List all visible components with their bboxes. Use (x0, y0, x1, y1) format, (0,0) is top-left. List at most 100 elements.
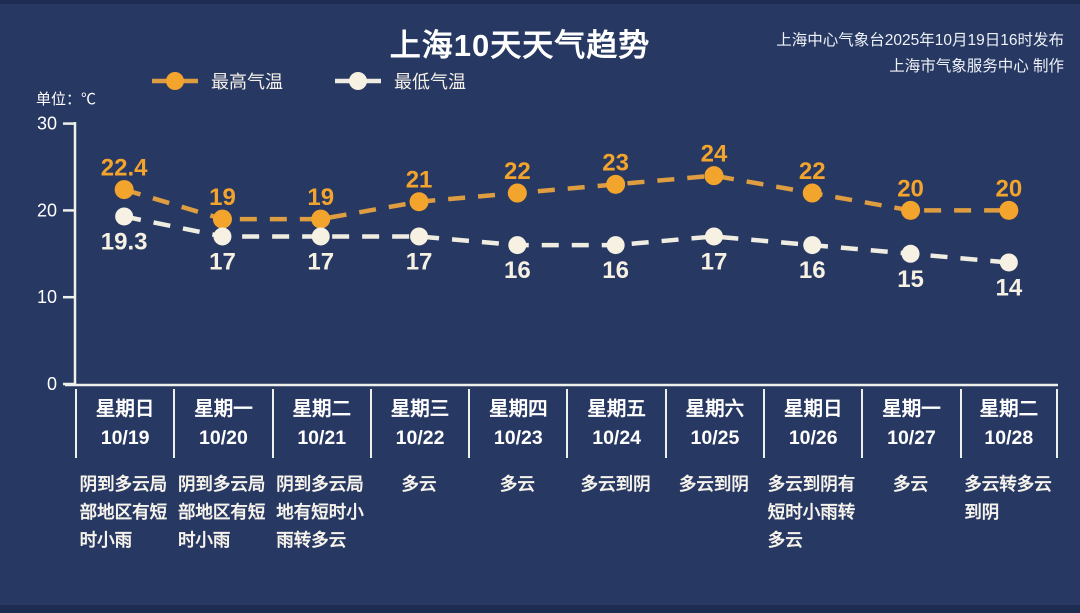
high-temp-value-label: 21 (406, 167, 433, 194)
low-temp-point (606, 236, 625, 255)
high-temp-value-label: 24 (701, 141, 728, 168)
low-temp-value-label: 15 (897, 266, 924, 293)
y-axis-tick-label: 20 (37, 200, 57, 220)
day-weather: 多云到阴有短时小雨转多云 (763, 470, 861, 554)
high-temp-point (114, 180, 134, 200)
day-weekday: 星期四 (489, 398, 548, 420)
high-temp-point (999, 200, 1019, 220)
high-temp-value-label: 20 (897, 175, 924, 202)
day-header: 星期日 10/26 (763, 389, 861, 458)
low-temp-point (410, 227, 429, 246)
day-header: 星期日 10/19 (75, 389, 173, 458)
day-column: 星期日 10/26 多云到阴有短时小雨转多云 (763, 389, 861, 554)
day-header: 星期五 10/24 (566, 389, 664, 458)
low-temp-line (123, 214, 1010, 265)
day-date: 10/24 (592, 427, 642, 449)
low-temp-point (311, 227, 330, 246)
low-temp-point (508, 236, 527, 255)
day-weather: 多云 (861, 470, 959, 498)
day-column: 星期日 10/19 阴到多云局部地区有短时小雨 (75, 389, 173, 554)
day-column: 星期一 10/20 阴到多云局部地区有短时小雨 (173, 389, 271, 554)
day-weather: 多云转多云到阴 (960, 470, 1058, 526)
day-weather-text: 多云转多云到阴 (964, 474, 1052, 522)
day-column: 星期二 10/21 阴到多云局地有短时小雨转多云 (271, 389, 370, 554)
low-temp-point (704, 227, 723, 246)
day-weather: 多云到阴 (665, 470, 763, 498)
day-weekday: 星期日 (95, 398, 155, 420)
high-temp-value-label: 19 (209, 184, 236, 211)
chart-legend: 最高气温 最低气温 (152, 68, 466, 94)
low-temp-value-label: 19.3 (101, 228, 148, 255)
high-temp-point (507, 183, 527, 203)
day-weekday: 星期一 (194, 398, 253, 420)
day-date: 10/25 (690, 427, 740, 449)
day-date: 10/27 (887, 427, 936, 449)
day-weather-text: 多云 (401, 474, 437, 494)
low-temp-value-label: 14 (995, 274, 1022, 301)
high-temp-value-label: 22 (799, 158, 826, 185)
high-temp-point (409, 192, 429, 212)
low-temp-value-label: 16 (602, 257, 629, 284)
day-date: 10/20 (199, 427, 248, 449)
legend-label: 最低气温 (394, 72, 466, 92)
low-temp-value-label: 17 (701, 248, 728, 275)
day-weekday: 星期一 (882, 398, 941, 420)
day-weekday: 星期三 (390, 398, 450, 420)
low-temp-value-label: 17 (209, 248, 236, 275)
day-weekday: 星期二 (979, 398, 1039, 420)
day-date: 10/28 (984, 427, 1034, 449)
low-temp-point (213, 227, 232, 246)
page-title: 上海10天天气趋势 (389, 28, 651, 63)
high-temp-point (212, 209, 232, 229)
day-weather-text: 阴到多云局地有短时小雨转多云 (276, 474, 364, 550)
low-temp-point (999, 253, 1018, 272)
day-weather-text: 多云 (499, 474, 535, 494)
day-weather: 多云到阴 (566, 470, 664, 498)
day-column: 星期三 10/22 多云 (369, 389, 468, 554)
day-date: 10/22 (395, 427, 445, 449)
low-temp-value-label: 16 (799, 257, 826, 284)
high-temp-value-label: 23 (602, 149, 629, 176)
day-date: 10/23 (493, 427, 543, 449)
day-header: 星期四 10/23 (468, 389, 566, 458)
publisher-line-2: 上海市气象服务中心 制作 (889, 58, 1064, 75)
day-column: 星期一 10/27 多云 (861, 389, 959, 554)
day-weather: 阴到多云局部地区有短时小雨 (75, 470, 173, 554)
day-weekday: 星期日 (783, 398, 843, 420)
high-temp-value-label: 19 (307, 184, 334, 211)
day-column: 星期二 10/28 多云转多云到阴 (959, 389, 1058, 554)
day-header: 星期三 10/22 (369, 389, 468, 458)
low-temp-marker-icon (335, 72, 381, 90)
y-axis-tick-label: 10 (37, 287, 57, 307)
day-weekday: 星期六 (685, 398, 745, 420)
day-weather: 阴到多云局地有短时小雨转多云 (272, 470, 370, 554)
low-temp-value-label: 17 (307, 248, 334, 275)
top-edge-strip (0, 0, 1080, 4)
day-header: 星期二 10/28 (959, 389, 1058, 458)
high-temp-point (901, 200, 921, 220)
low-temp-value-label: 17 (406, 248, 433, 275)
day-weather-text: 多云到阴有短时小雨转多云 (767, 474, 856, 550)
day-weather: 阴到多云局部地区有短时小雨 (173, 470, 271, 554)
day-header: 星期一 10/27 (861, 389, 959, 458)
high-temp-value-label: 20 (995, 175, 1022, 202)
high-temp-value-label: 22.4 (101, 155, 148, 182)
low-temp-point (115, 207, 134, 226)
y-axis-tick-label: 0 (47, 374, 57, 394)
day-weather-text: 多云到阴 (580, 474, 651, 494)
high-temp-value-label: 22 (504, 158, 531, 185)
bottom-edge-strip (0, 605, 1080, 613)
day-table: 星期日 10/19 阴到多云局部地区有短时小雨 星期一 10/20 阴到多云局部地区有短时… (75, 389, 1058, 554)
day-column: 星期五 10/24 多云到阴 (566, 389, 664, 554)
day-date: 10/21 (297, 427, 347, 449)
low-temp-point (901, 244, 920, 263)
unit-label: 单位：℃ (36, 91, 97, 108)
day-header: 星期六 10/25 (664, 389, 763, 458)
day-header: 星期二 10/21 (271, 389, 370, 458)
publisher-line-1: 上海中心气象台2025年10月19日16时发布 (776, 32, 1064, 49)
day-weather: 多云 (370, 470, 468, 498)
high-temp-point (704, 166, 724, 186)
day-weather-text: 阴到多云局部地区有短时小雨 (79, 474, 168, 550)
high-temp-marker-icon (152, 72, 198, 90)
